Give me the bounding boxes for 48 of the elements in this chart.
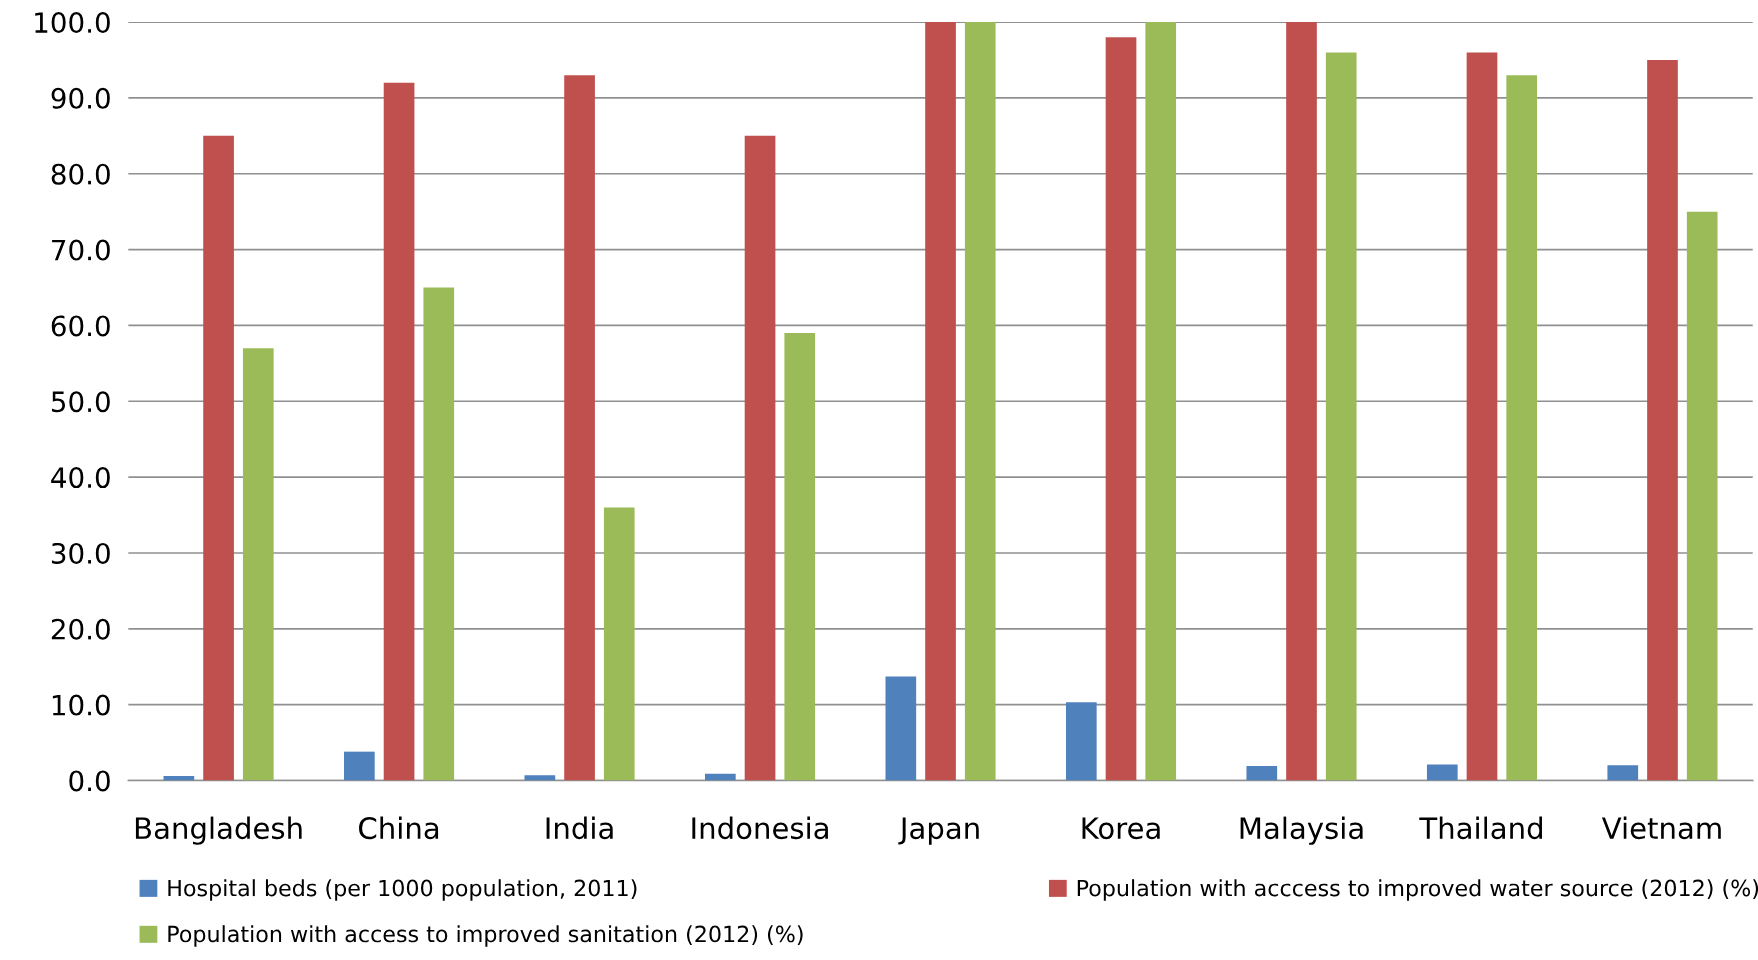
bar <box>1246 766 1278 781</box>
bar <box>1647 60 1678 781</box>
bar <box>1065 702 1097 781</box>
bar <box>964 22 996 781</box>
bar <box>603 507 635 781</box>
x-tick-label: Bangladesh <box>135 816 302 845</box>
bar <box>1466 52 1498 781</box>
bar <box>383 82 415 781</box>
y-tick-label: 80.0 <box>51 163 110 185</box>
x-tick-label: Korea <box>1082 817 1160 840</box>
legend-label: Population with access to improved sanitation (2012) (%) <box>168 925 803 947</box>
bar <box>242 348 274 781</box>
y-tick-label: 60.0 <box>51 315 110 337</box>
y-tick-label: 40.0 <box>51 467 110 489</box>
bar <box>1686 211 1718 781</box>
x-tick-label: Thailand <box>1419 816 1542 840</box>
bar <box>1506 75 1538 781</box>
x-tick-label: China <box>359 816 439 840</box>
legend-label: Hospital beds (per 1000 population, 2011) <box>168 879 637 901</box>
y-tick-label: 100.0 <box>35 12 110 34</box>
y-tick-label: 30.0 <box>51 542 110 564</box>
bar <box>885 676 917 781</box>
y-tick-label: 90.0 <box>51 87 110 109</box>
bar <box>564 75 595 781</box>
y-tick-label: 70.0 <box>52 239 110 261</box>
x-tick-label: Indonesia <box>692 816 828 840</box>
bar <box>744 135 776 781</box>
bar <box>1325 52 1357 781</box>
bar <box>925 22 956 781</box>
bar <box>1145 22 1177 781</box>
bar <box>524 775 556 781</box>
x-tick-label: Vietnam <box>1601 816 1721 840</box>
bar <box>344 751 375 781</box>
y-tick-label: 20.0 <box>51 618 110 640</box>
bar <box>1286 22 1317 781</box>
x-tick-label: India <box>546 816 613 840</box>
y-tick-label: 0.0 <box>69 770 110 792</box>
y-tick-label: 50.0 <box>51 391 110 413</box>
bar <box>784 333 816 781</box>
x-tick-label: Japan <box>898 817 979 845</box>
bar <box>1426 764 1458 781</box>
y-tick-label: 10.0 <box>52 694 110 716</box>
legend-label: Population with acccess to improved water source (2012) (%) <box>1077 879 1758 901</box>
bar <box>203 135 234 781</box>
bar <box>1607 765 1639 781</box>
bar <box>1105 37 1137 781</box>
x-tick-label: Malaysia <box>1240 816 1363 845</box>
bar <box>423 287 455 781</box>
